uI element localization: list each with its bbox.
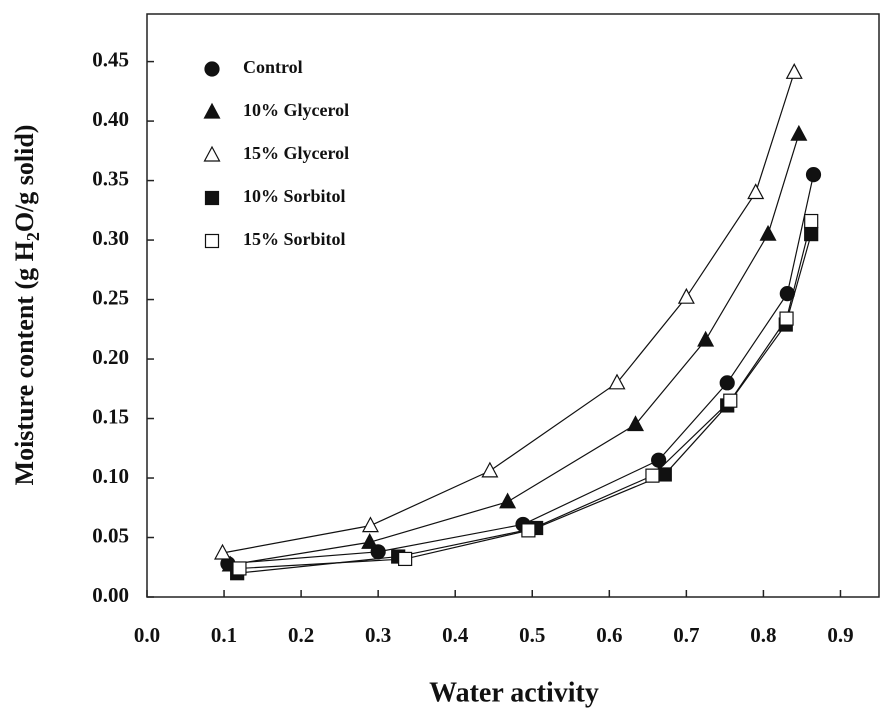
y-tick-label: 0.05	[92, 523, 129, 547]
y-tick-label: 0.10	[92, 464, 129, 488]
data-point	[482, 463, 497, 477]
data-point	[658, 468, 671, 481]
data-point	[522, 524, 535, 537]
legend-marker	[205, 147, 220, 161]
x-tick-label: 0.4	[442, 623, 469, 647]
legend-label: 10% Glycerol	[243, 100, 349, 120]
data-point	[761, 226, 776, 240]
x-tick-label: 0.3	[365, 623, 391, 647]
y-axis-label: Moisture content (g H2O/g solid)	[10, 125, 43, 486]
data-point	[363, 518, 378, 532]
legend-marker	[205, 104, 220, 118]
legend-label: 15% Sorbitol	[243, 229, 346, 249]
y-tick-label: 0.15	[92, 404, 129, 428]
data-point	[724, 394, 737, 407]
y-tick-label: 0.00	[92, 583, 129, 607]
y-tick-label: 0.20	[92, 345, 129, 369]
legend-marker	[206, 192, 219, 205]
legend-label: 15% Glycerol	[243, 143, 349, 163]
x-tick-label: 0.6	[596, 623, 622, 647]
y-tick-label: 0.40	[92, 107, 129, 131]
x-tick-label: 0.5	[519, 623, 545, 647]
x-tick-label: 0.2	[288, 623, 314, 647]
legend-marker	[205, 62, 219, 76]
data-point	[698, 332, 713, 346]
chart: Water activity Moisture content (g H2O/g…	[0, 0, 885, 711]
y-label-part: Moisture content (g H	[10, 241, 39, 485]
y-tick-label: 0.35	[92, 166, 129, 190]
y-tick-label: 0.45	[92, 47, 129, 71]
data-point	[748, 184, 763, 198]
data-point	[646, 469, 659, 482]
legend-label: Control	[243, 57, 303, 77]
y-tick-label: 0.30	[92, 226, 129, 250]
data-point	[805, 215, 818, 228]
data-point	[720, 376, 734, 390]
data-point	[780, 287, 794, 301]
legend-marker	[206, 235, 219, 248]
data-point	[652, 453, 666, 467]
legend-label: 10% Sorbitol	[243, 186, 346, 206]
data-point	[399, 552, 412, 565]
x-tick-label: 0.0	[134, 623, 160, 647]
data-point	[791, 126, 806, 140]
data-point	[805, 228, 818, 241]
x-tick-label: 0.7	[673, 623, 699, 647]
x-tick-label: 0.9	[827, 623, 853, 647]
x-axis-label: Water activity	[429, 677, 599, 708]
y-label-part: O/g solid)	[10, 125, 39, 233]
x-tick-label: 0.8	[750, 623, 776, 647]
y-tick-label: 0.25	[92, 285, 129, 309]
data-point	[233, 562, 246, 575]
data-point	[780, 312, 793, 325]
data-point	[500, 494, 515, 508]
data-point	[679, 289, 694, 303]
data-point	[787, 64, 802, 78]
y-label-sub: 2	[23, 232, 43, 241]
x-tick-label: 0.1	[211, 623, 237, 647]
data-point	[807, 168, 821, 182]
